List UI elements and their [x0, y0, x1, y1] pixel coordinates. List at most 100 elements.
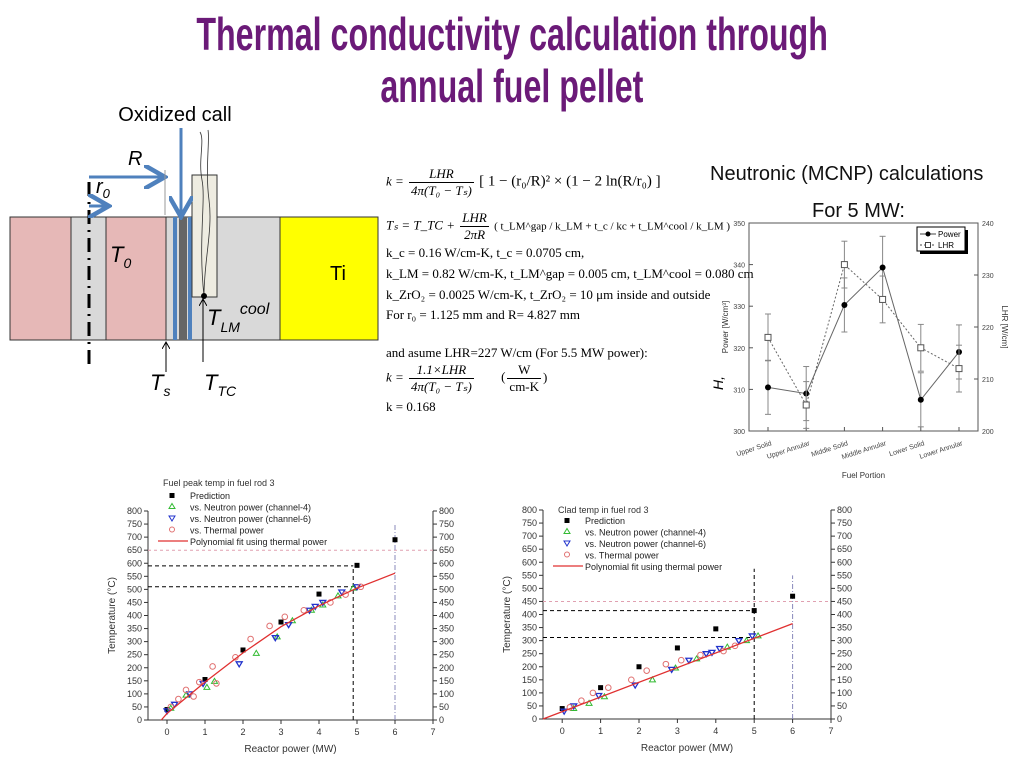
prediction-point	[713, 626, 719, 632]
y2-tick-label: 50	[439, 702, 449, 712]
y2-tick-label: 100	[439, 689, 454, 699]
TLM-text: T	[207, 305, 222, 330]
TTC-label: TTC	[204, 370, 237, 399]
legend-label: vs. Neutron power (channel-4)	[190, 503, 311, 513]
x-tick-label: 2	[240, 727, 245, 737]
legend-marker	[168, 515, 176, 522]
y-axis-label: Temperature (°C)	[107, 577, 118, 654]
thermal-point	[281, 613, 289, 621]
y2-tick-label: 220	[982, 325, 994, 332]
y-axis-prefix: H,	[710, 376, 726, 390]
y-tick-label: 310	[733, 387, 745, 394]
y-tick-label: 600	[127, 558, 142, 568]
x-tick-label: 6	[392, 727, 397, 737]
x-tick-label: Upper Annular	[766, 440, 811, 461]
thermal-point	[300, 606, 308, 614]
legend-marker	[169, 526, 175, 533]
y-tick-label: 320	[733, 346, 745, 353]
x-tick-label: 4	[713, 726, 718, 736]
T0-text: T	[110, 242, 125, 267]
eq-line-klm: k_LM = 0.82 W/cm-K, t_LM^gap = 0.005 cm,…	[386, 266, 754, 281]
legend-marker	[564, 518, 570, 523]
y2-tick-label: 400	[837, 610, 852, 620]
y2-tick-label: 0	[439, 715, 444, 725]
y-tick-label: 350	[127, 624, 142, 634]
TLM-sub: LM	[220, 319, 240, 335]
y2-tick-label: 350	[439, 624, 454, 634]
eq2-fraction: LHR 2πR	[460, 210, 489, 243]
x-tick-label: Middle Annular	[841, 440, 888, 461]
thermal-point	[697, 651, 704, 659]
y-tick-label: 800	[522, 505, 537, 515]
x-axis-label: Reactor power (MW)	[641, 743, 733, 754]
thermal-point	[247, 635, 254, 643]
legend-label: Prediction	[190, 491, 230, 501]
channel6-point	[734, 637, 743, 645]
oxidized-label: Oxidized call	[118, 104, 231, 126]
power-point	[765, 384, 771, 391]
legend-label: vs. Neutron power (channel-6)	[585, 539, 706, 549]
channel6-point	[594, 692, 603, 700]
thermocouple-wire	[199, 129, 211, 297]
thermal-point	[190, 693, 197, 700]
y-tick-label: 250	[127, 650, 142, 660]
thermal-point	[589, 689, 597, 697]
y-axis-label: Power [W/cm³]	[721, 301, 730, 353]
lhr-point	[917, 344, 925, 352]
eq2-num: LHR	[460, 210, 489, 227]
legend-label: vs. Thermal power	[190, 526, 264, 536]
legend-label-lhr: LHR	[938, 241, 954, 250]
channel6-point	[271, 635, 280, 642]
prediction-point	[354, 562, 360, 568]
mcnp-subheading: For 5 MW:	[812, 200, 905, 222]
fuel-pellet-diagram: Oxidized call R r0 T0 Ti TLMcool Ts TTC	[9, 104, 379, 399]
thermal-point	[196, 678, 203, 686]
TLM-sup: cool	[240, 301, 270, 318]
Ts-sub: s	[163, 383, 170, 399]
eq-line-lhr: and asume LHR=227 W/cm (For 5.5 MW power…	[386, 345, 648, 360]
slide-title-line1: Thermal conductivity calculation through	[0, 8, 1024, 60]
y-tick-label: 600	[522, 557, 537, 567]
prediction-point	[164, 707, 170, 713]
thermal-point	[662, 660, 670, 668]
y-tick-label: 340	[733, 263, 745, 270]
thermal-point	[182, 686, 190, 694]
x-tick-label: 2	[636, 726, 641, 736]
x-tick-label: 0	[560, 726, 565, 736]
y2-tick-label: 230	[982, 273, 994, 280]
thermal-point	[266, 622, 273, 630]
power-point	[879, 264, 886, 271]
y2-tick-label: 240	[982, 221, 994, 228]
legend-label: vs. Neutron power (channel-4)	[585, 528, 706, 538]
y-tick-label: 550	[522, 570, 537, 580]
y-tick-label: 500	[522, 583, 537, 593]
y-tick-label: 100	[522, 688, 537, 698]
y2-tick-label: 750	[439, 519, 454, 529]
y-tick-label: 350	[733, 221, 745, 228]
y2-tick-label: 450	[837, 596, 852, 606]
eq2-rest: ( t_LM^gap / k_LM + t_c / kc + t_LM^cool…	[494, 220, 731, 233]
eq-line-kc: k_c = 0.16 W/cm-K, t_c = 0.0705 cm,	[386, 245, 585, 260]
y-tick-label: 0	[532, 714, 537, 724]
thermal-point	[578, 697, 585, 705]
title-text-1: Thermal conductivity calculation through	[196, 8, 828, 60]
y2-tick-label: 500	[439, 584, 454, 594]
thermal-point	[731, 642, 739, 650]
Ti-label: Ti	[330, 263, 346, 285]
y-tick-label: 450	[127, 597, 142, 607]
R-label: R	[128, 148, 142, 170]
Ts-label: Ts	[150, 370, 170, 399]
thermocouple-tip	[201, 293, 207, 299]
x-tick-label: 4	[316, 727, 321, 737]
channel6-point	[162, 708, 172, 716]
cladding-bar	[179, 217, 187, 340]
y2-tick-label: 800	[837, 505, 852, 515]
y2-tick-label: 550	[439, 571, 454, 581]
series-line-lhr	[767, 263, 960, 407]
T0-label: T0	[110, 242, 131, 271]
y-tick-label: 250	[522, 649, 537, 659]
